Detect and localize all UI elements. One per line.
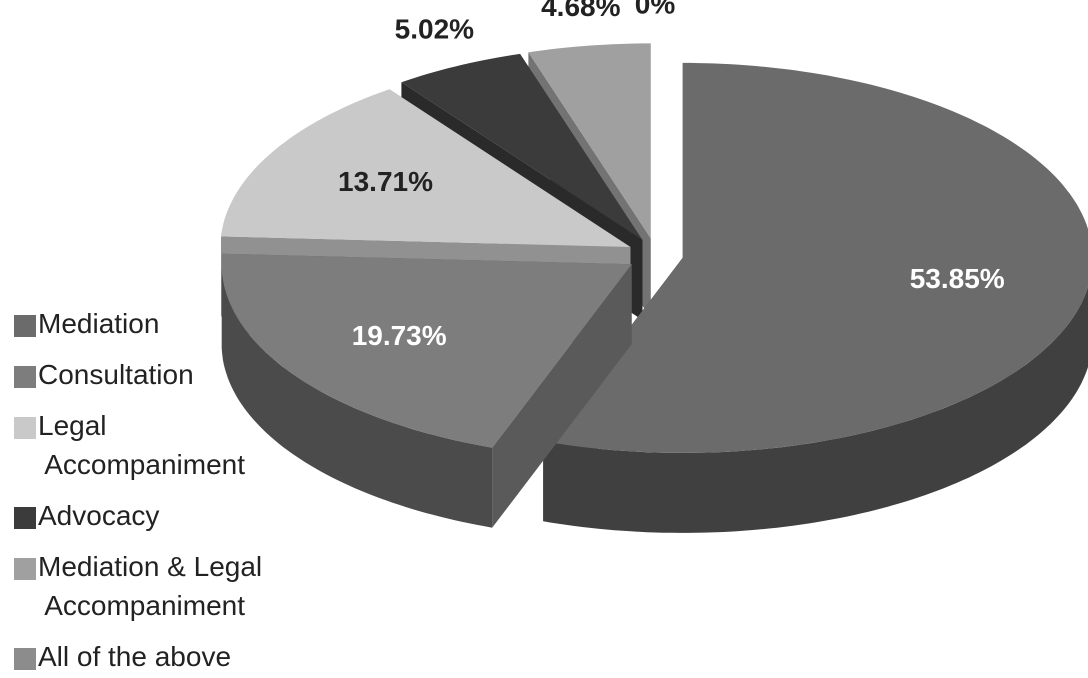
data-label: 4.68% — [541, 0, 620, 22]
legend-label-line: Legal — [38, 410, 107, 441]
slice — [221, 253, 632, 528]
legend-swatch — [14, 648, 36, 670]
data-label: 0% — [635, 0, 676, 19]
data-label: 19.73% — [352, 320, 447, 351]
legend-label: Consultation — [38, 359, 194, 390]
slice — [528, 43, 651, 239]
data-label: 5.02% — [395, 14, 474, 45]
legend-label-line: Mediation & Legal — [38, 551, 262, 582]
legend-label-line: Mediation — [38, 308, 159, 339]
legend-label-line: Accompaniment — [38, 590, 245, 621]
slice — [543, 62, 1088, 453]
slice-side — [221, 264, 493, 528]
legend-label-line: Accompaniment — [38, 449, 245, 480]
legend-swatch — [14, 417, 36, 439]
data-label: 53.85% — [910, 263, 1005, 294]
slice — [221, 89, 631, 247]
slice-side — [543, 287, 1088, 533]
legend-label-line: Consultation — [38, 359, 194, 390]
legend-swatch — [14, 507, 36, 529]
legend-label-line: Advocacy — [38, 500, 159, 531]
legend-label: Legal Accompaniment — [38, 410, 245, 480]
legend-swatch — [14, 558, 36, 580]
data-label: 13.71% — [338, 166, 433, 197]
legend-label: Advocacy — [38, 500, 159, 531]
legend-label: Mediation — [38, 308, 159, 339]
legend-swatch — [14, 366, 36, 388]
legend-label: Mediation & Legal Accompaniment — [38, 551, 262, 621]
legend-swatch — [14, 315, 36, 337]
legend-label-line: All of the above — [38, 641, 231, 672]
slice — [543, 62, 1088, 533]
slice — [401, 53, 643, 241]
slice — [221, 253, 632, 448]
legend-label: All of the above — [38, 641, 231, 672]
